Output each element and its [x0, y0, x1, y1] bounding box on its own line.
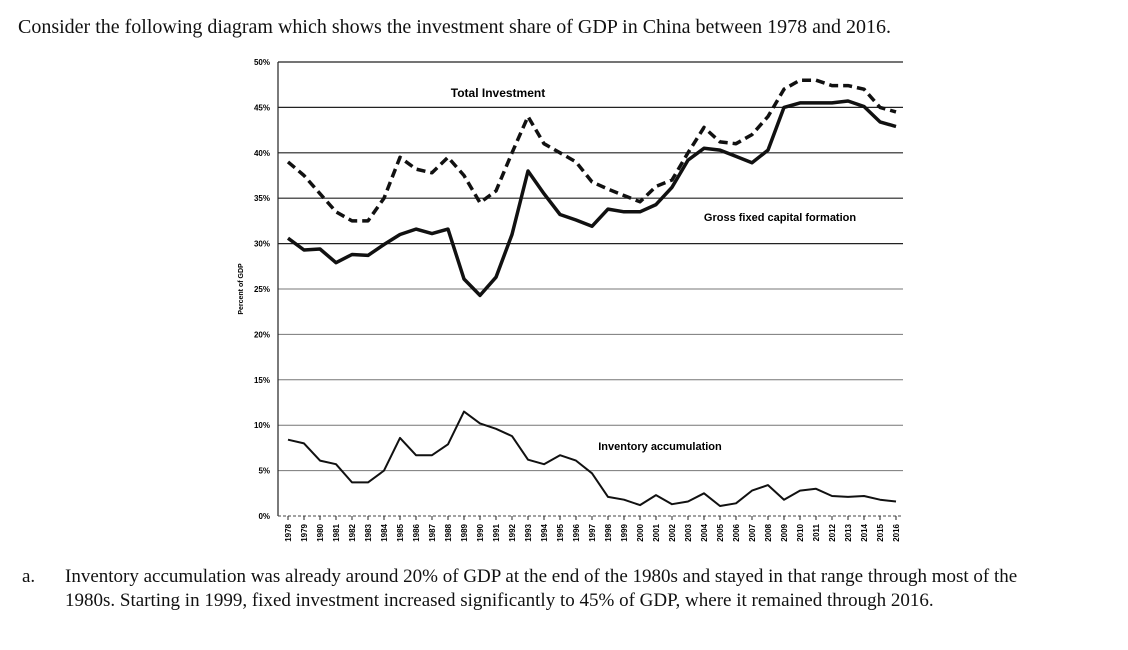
- series-label: Gross fixed capital formation: [704, 212, 856, 224]
- x-tick-label: 2011: [812, 523, 821, 541]
- x-tick-label: 1993: [524, 523, 533, 541]
- x-tick-label: 1982: [348, 523, 357, 541]
- y-tick-label: 10%: [254, 421, 270, 430]
- series-label: Total Investment: [451, 86, 545, 100]
- x-tick-label: 1997: [588, 523, 597, 541]
- y-axis-label: Percent of GDP: [238, 263, 245, 315]
- x-tick-label: 2003: [684, 523, 693, 541]
- x-tick-label: 2014: [860, 523, 869, 541]
- y-tick-label: 5%: [258, 467, 270, 476]
- investment-chart: 0% 5% 10% 15% 20% 25% 30% 35% 40% 45% 50% 1978 1979 1…: [238, 58, 903, 542]
- x-tick-label: 2009: [780, 523, 789, 541]
- x-tick-label: 2015: [876, 523, 885, 541]
- x-tick-label: 1978: [284, 523, 293, 541]
- x-tick-label: 1979: [300, 523, 309, 541]
- x-tick-label: 1995: [556, 523, 565, 541]
- y-tick-label: 40%: [254, 149, 270, 158]
- x-tick-label: 2008: [764, 523, 773, 541]
- y-tick-label: 20%: [254, 330, 270, 339]
- x-tick-label: 1992: [508, 523, 517, 541]
- series-line-gross-fixed-capital-formation: [286, 99, 897, 298]
- x-tick-label: 2013: [844, 523, 853, 541]
- x-tick-label: 1980: [316, 523, 325, 541]
- x-tick-label: 2004: [700, 523, 709, 541]
- x-tick-label: 1994: [540, 523, 549, 541]
- y-tick-label: 15%: [254, 376, 270, 385]
- x-tick-label: 2007: [748, 523, 757, 541]
- x-tick-label: 1999: [620, 523, 629, 541]
- x-tick-label: 1988: [444, 523, 453, 541]
- series-line-inventory-accumulation: [287, 410, 897, 507]
- series-label: Inventory accumulation: [598, 441, 722, 453]
- x-tick-label: 1989: [460, 523, 469, 541]
- x-tick-label: 1984: [380, 523, 389, 541]
- question-text: Consider the following diagram which sho…: [18, 16, 891, 38]
- x-tick-label: 2001: [652, 523, 661, 541]
- answer-option-a: Inventory accumulation was already aroun…: [65, 566, 1018, 611]
- y-tick-label: 45%: [254, 103, 270, 112]
- x-tick-label: 2016: [892, 523, 901, 541]
- x-tick-label: 1985: [396, 523, 405, 541]
- y-tick-label: 25%: [254, 285, 270, 294]
- x-tick-label: 1981: [332, 523, 341, 541]
- y-tick-label: 35%: [254, 194, 270, 203]
- x-tick-label: 1991: [492, 523, 501, 541]
- y-tick-label: 30%: [254, 240, 270, 249]
- x-tick-label: 2005: [716, 523, 725, 541]
- x-tick-label: 2000: [636, 523, 645, 541]
- series-line-total-investment: [286, 78, 897, 223]
- y-tick-label: 0%: [258, 512, 270, 521]
- x-tick-label: 1986: [412, 523, 421, 541]
- y-tick-label: 50%: [254, 58, 270, 67]
- x-tick-label: 2002: [668, 523, 677, 541]
- x-tick-label: 1998: [604, 523, 613, 541]
- x-tick-label: 2010: [796, 523, 805, 541]
- x-tick-label: 1983: [364, 523, 373, 541]
- x-tick-label: 1990: [476, 523, 485, 541]
- x-tick-label: 1996: [572, 523, 581, 541]
- x-tick-label: 2012: [828, 523, 837, 541]
- answer-label: a.: [22, 566, 36, 587]
- x-tick-label: 2006: [732, 523, 741, 541]
- x-tick-label: 1987: [428, 523, 437, 541]
